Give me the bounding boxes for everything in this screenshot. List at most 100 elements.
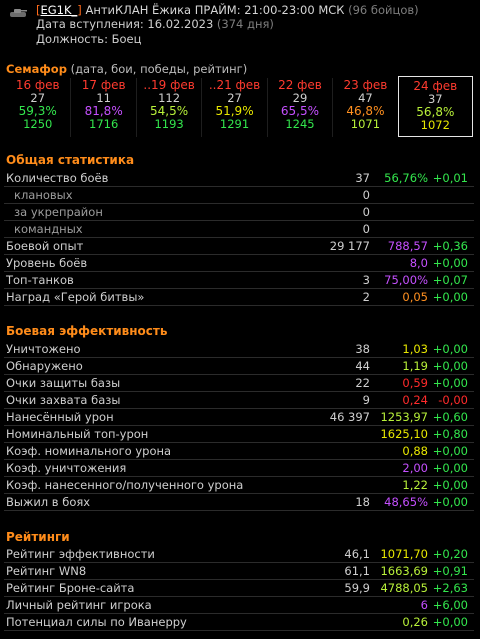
stat-label: Очки защиты базы xyxy=(6,376,121,390)
stat-delta: +0,00 xyxy=(432,461,468,475)
stat-row: Коэф. нанесенного/полученного урона 1,22 +… xyxy=(4,477,474,494)
day-rating: 1250 xyxy=(23,117,53,131)
day-battles: 27 xyxy=(227,91,242,105)
day-rating: 1193 xyxy=(154,117,184,131)
semaphore-day-today: 24 фев 37 56,8% 1072 xyxy=(397,76,473,137)
stat-total: 0 xyxy=(362,222,370,236)
clan-bracket: ] xyxy=(77,3,82,17)
day-date: 22 фев xyxy=(278,78,322,92)
stat-total: 46,1 xyxy=(344,547,370,561)
semaphore-day: 17 фев 11 81,8% 1716 xyxy=(70,78,135,137)
stat-total: 59,9 xyxy=(344,581,370,595)
stat-average: 0,59 xyxy=(402,376,428,390)
day-winrate: 56,8% xyxy=(416,105,455,119)
stat-total: 18 xyxy=(355,495,370,509)
stat-row: Боевой опыт 29 177 788,57 +0,36 xyxy=(4,238,474,255)
clan-tag-link[interactable]: EG1K_ xyxy=(40,3,78,17)
stat-row: Коэф. номинального урона 0,88 +0,00 xyxy=(4,443,474,460)
stat-total: 37 xyxy=(355,171,370,185)
stat-label: за укрепрайон xyxy=(14,205,103,219)
stat-average: 6 xyxy=(420,598,428,612)
semaphore-title: Семафор (дата, бои, победы, рейтинг) xyxy=(6,62,247,76)
stat-total: 0 xyxy=(362,205,370,219)
day-date: ..19 фев xyxy=(143,78,195,92)
stat-delta: -0,00 xyxy=(438,393,468,407)
stat-delta: +0,00 xyxy=(432,342,468,356)
day-battles: 47 xyxy=(358,91,373,105)
stat-delta: +2,63 xyxy=(432,581,468,595)
ratings-table: Рейтинг эффективности 46,1 1071,70 +0,20 Рей… xyxy=(4,546,474,631)
stat-row: Нанесённый урон 46 397 1253,97 +0,60 xyxy=(4,409,474,426)
semaphore-heading: Семафор xyxy=(6,62,67,76)
semaphore-days: 16 фев 27 59,3% 1250 17 фев 11 81,8% 1716 ..19 ф… xyxy=(5,76,473,137)
stat-label: Потенциал силы по Иванерру xyxy=(6,615,187,629)
stat-label: Номинальный топ-урон xyxy=(6,427,149,441)
stat-total: 22 xyxy=(355,376,370,390)
stat-average: 1253,97 xyxy=(380,410,428,424)
stat-label: Рейтинг эффективности xyxy=(6,547,155,561)
stat-average: 1,22 xyxy=(402,478,428,492)
day-winrate: 51,9% xyxy=(215,104,254,118)
day-battles: 37 xyxy=(427,92,443,106)
stat-average: 1663,69 xyxy=(380,564,428,578)
day-date: 24 фев xyxy=(413,79,458,93)
day-rating: 1071 xyxy=(350,117,381,131)
stat-average: 788,57 xyxy=(387,239,428,253)
stat-row: Обнаружено 44 1,19 +0,00 xyxy=(4,358,474,375)
stat-average: 1071,70 xyxy=(380,547,428,561)
stat-average: 0,05 xyxy=(402,290,428,304)
day-battles: 29 xyxy=(292,91,308,105)
stat-label: Очки захвата базы xyxy=(6,393,121,407)
stat-delta: +0,00 xyxy=(432,376,468,390)
stat-label: Коэф. нанесенного/полученного урона xyxy=(6,478,244,492)
stat-delta: +0,91 xyxy=(432,564,468,578)
efficiency-table: Уничтожено 38 1,03 +0,00 Обнаружено 44 1,19 +0,… xyxy=(4,341,474,511)
stat-row: клановых 0 xyxy=(4,187,474,204)
join-date-line: Дата вступления: 16.02.2023 (374 дня) xyxy=(36,17,274,31)
day-rating: 1716 xyxy=(89,117,119,131)
stat-row: Рейтинг эффективности 46,1 1071,70 +0,20 xyxy=(4,546,474,563)
day-winrate: 59,3% xyxy=(18,104,57,118)
semaphore-subtitle: (дата, бои, победы, рейтинг) xyxy=(66,62,248,76)
stat-row: Очки захвата базы 9 0,24 -0,00 xyxy=(4,392,474,409)
day-winrate: 81,8% xyxy=(84,104,123,118)
general-stats-title: Общая статистика xyxy=(6,153,135,167)
clan-name: АнтиКЛАН Ёжика ПРАЙМ: 21:00-23:00 МСК xyxy=(81,3,345,17)
stat-average: 1625,10 xyxy=(380,427,428,441)
stat-label: Выжил в боях xyxy=(6,495,91,509)
day-battles: 112 xyxy=(158,91,181,105)
stat-average: 0,26 xyxy=(402,615,428,629)
stat-total: 0 xyxy=(362,188,370,202)
stat-label: Боевой опыт xyxy=(6,239,84,253)
stat-row: Очки защиты базы 22 0,59 +0,00 xyxy=(4,375,474,392)
stat-row: Уничтожено 38 1,03 +0,00 xyxy=(4,341,474,358)
semaphore-day: ..19 фев 112 54,5% 1193 xyxy=(135,78,201,137)
stat-total: 38 xyxy=(355,342,370,356)
stat-label: Коэф. уничтожения xyxy=(6,461,127,475)
stat-label: Наград «Герой битвы» xyxy=(6,290,145,304)
clan-members-count: (96 бойцов) xyxy=(344,3,419,17)
stat-row: Топ-танков 3 75,00% +0,07 xyxy=(4,272,474,289)
player-header: [EG1K_] АнтиКЛАН Ёжика ПРАЙМ: 21:00-23:0… xyxy=(0,0,480,48)
stat-total: 9 xyxy=(362,393,370,407)
stat-delta: +0,00 xyxy=(432,290,468,304)
general-stats-table: Количество боёв 37 56,76% +0,01 клановых 0 за … xyxy=(4,170,474,306)
day-date: ..21 фев xyxy=(208,78,261,92)
stat-row: Рейтинг Броне-сайта 59,9 4788,05 +2,63 xyxy=(4,580,474,597)
day-date: 23 фев xyxy=(343,78,388,92)
stat-average: 48,65% xyxy=(384,495,428,509)
efficiency-title: Боевая эффективность xyxy=(6,324,168,338)
semaphore-day: ..21 фев 27 51,9% 1291 xyxy=(201,78,266,137)
stat-row: Личный рейтинг игрока 6 +6,00 xyxy=(4,597,474,614)
stat-label: Количество боёв xyxy=(6,171,109,185)
stat-label: Рейтинг Броне-сайта xyxy=(6,581,135,595)
stat-row: Выжил в боях 18 48,65% +0,00 xyxy=(4,494,474,511)
stat-delta: +0,20 xyxy=(432,547,468,561)
stat-row: командных 0 xyxy=(4,221,474,238)
stat-row: Коэф. уничтожения 2,00 +0,00 xyxy=(4,460,474,477)
clan-line: [EG1K_] АнтиКЛАН Ёжика ПРАЙМ: 21:00-23:0… xyxy=(36,3,419,17)
clan-bracket: [ xyxy=(36,3,41,17)
stat-row: Рейтинг WN8 61,1 1663,69 +0,91 xyxy=(4,563,474,580)
semaphore-day: 22 фев 29 65,5% 1245 xyxy=(266,78,332,137)
day-winrate: 65,5% xyxy=(280,104,320,118)
